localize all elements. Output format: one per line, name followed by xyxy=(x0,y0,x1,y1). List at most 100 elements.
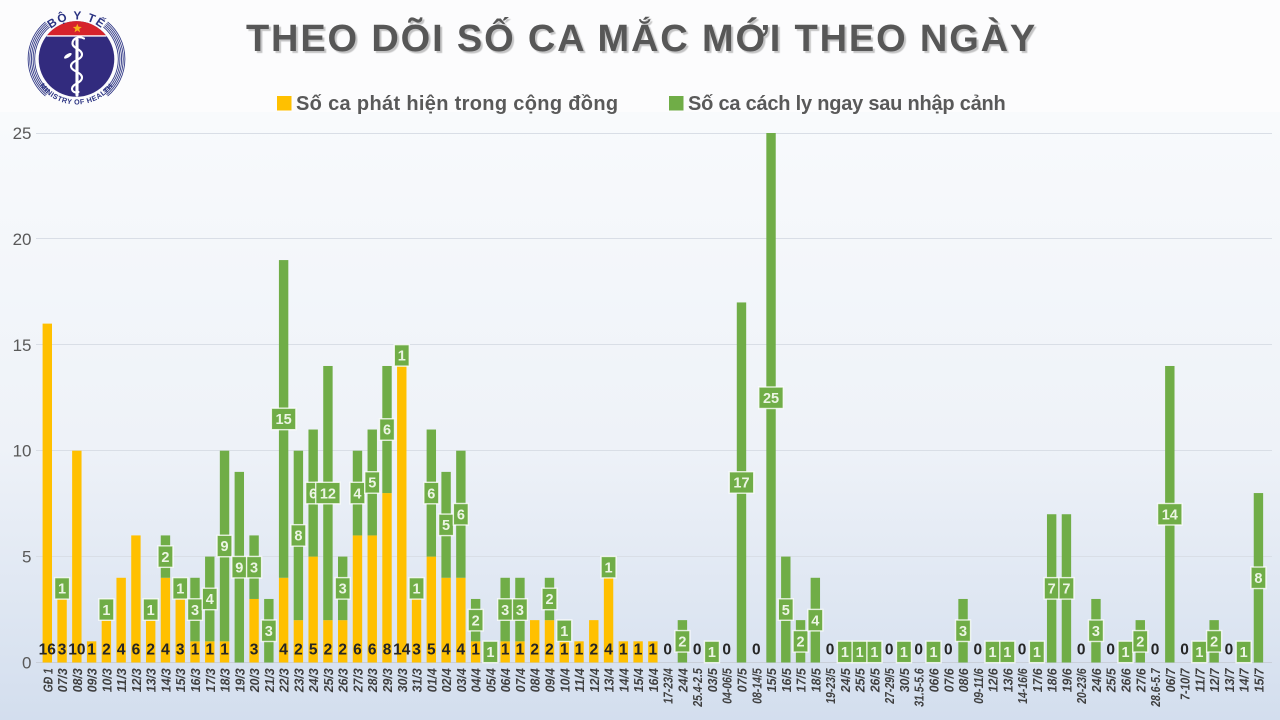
svg-text:31/3: 31/3 xyxy=(410,667,425,693)
svg-text:25/5: 25/5 xyxy=(1104,667,1119,693)
svg-text:3: 3 xyxy=(959,624,967,640)
svg-text:3: 3 xyxy=(501,603,509,619)
svg-text:31.5-5.6: 31.5-5.6 xyxy=(912,667,927,708)
svg-text:01/4: 01/4 xyxy=(424,666,439,693)
svg-text:20: 20 xyxy=(13,230,32,249)
svg-text:3: 3 xyxy=(58,642,67,659)
svg-text:07/5: 07/5 xyxy=(735,667,750,693)
svg-text:03/5: 03/5 xyxy=(705,667,720,693)
svg-text:28.6-5.7: 28.6-5.7 xyxy=(1148,667,1163,708)
svg-text:07/6: 07/6 xyxy=(941,667,956,693)
svg-text:24/4: 24/4 xyxy=(675,666,690,693)
svg-text:15/5: 15/5 xyxy=(764,667,779,693)
svg-text:15/7: 15/7 xyxy=(1251,667,1266,693)
svg-text:10/4: 10/4 xyxy=(557,666,572,693)
svg-text:6: 6 xyxy=(383,423,391,439)
svg-text:1: 1 xyxy=(1240,645,1248,661)
svg-text:2: 2 xyxy=(797,635,805,651)
svg-text:19/3: 19/3 xyxy=(232,667,247,693)
svg-text:3: 3 xyxy=(1092,624,1100,640)
svg-text:28/3: 28/3 xyxy=(365,667,380,693)
svg-text:09/4: 09/4 xyxy=(543,666,558,693)
svg-text:2: 2 xyxy=(678,635,686,651)
svg-text:08/4: 08/4 xyxy=(528,666,543,693)
svg-text:16/5: 16/5 xyxy=(779,667,794,693)
svg-text:14/3: 14/3 xyxy=(159,667,174,693)
svg-text:25/5: 25/5 xyxy=(853,667,868,693)
svg-text:4: 4 xyxy=(604,642,613,659)
svg-text:5: 5 xyxy=(782,603,790,619)
svg-text:15: 15 xyxy=(276,412,292,428)
svg-text:3: 3 xyxy=(250,642,259,659)
svg-text:8: 8 xyxy=(294,529,302,545)
svg-text:21/3: 21/3 xyxy=(262,667,277,693)
svg-text:1: 1 xyxy=(471,642,480,659)
svg-text:13/3: 13/3 xyxy=(144,667,159,693)
svg-text:0: 0 xyxy=(722,642,731,659)
svg-text:1: 1 xyxy=(841,645,849,661)
svg-text:6: 6 xyxy=(427,486,435,502)
svg-text:0: 0 xyxy=(973,642,982,659)
svg-text:2: 2 xyxy=(530,642,539,659)
svg-text:18/6: 18/6 xyxy=(1045,667,1060,693)
svg-text:12: 12 xyxy=(320,486,336,502)
svg-text:1: 1 xyxy=(413,582,421,598)
svg-text:24/3: 24/3 xyxy=(306,667,321,693)
svg-text:1: 1 xyxy=(605,560,613,576)
svg-text:4: 4 xyxy=(161,642,170,659)
svg-text:9: 9 xyxy=(235,560,243,576)
svg-text:1: 1 xyxy=(560,642,569,659)
svg-text:07/4: 07/4 xyxy=(513,666,528,693)
svg-text:12/4: 12/4 xyxy=(587,666,602,693)
svg-text:1: 1 xyxy=(516,642,525,659)
svg-text:15/3: 15/3 xyxy=(173,667,188,693)
svg-text:5: 5 xyxy=(442,518,450,534)
svg-text:27-29/5: 27-29/5 xyxy=(882,667,897,705)
svg-text:3: 3 xyxy=(516,603,524,619)
svg-text:13/6: 13/6 xyxy=(1000,667,1015,693)
svg-text:2: 2 xyxy=(1136,635,1144,651)
svg-text:Số ca phát hiện trong cộng đồn: Số ca phát hiện trong cộng đồng xyxy=(296,93,618,115)
svg-text:12/7: 12/7 xyxy=(1207,667,1222,693)
svg-text:09-11/6: 09-11/6 xyxy=(971,667,986,705)
svg-text:30/3: 30/3 xyxy=(395,667,410,693)
svg-text:22/3: 22/3 xyxy=(277,667,292,693)
svg-text:1: 1 xyxy=(649,642,658,659)
svg-text:4: 4 xyxy=(279,642,288,659)
svg-text:2: 2 xyxy=(324,642,333,659)
svg-text:0: 0 xyxy=(752,642,761,659)
svg-text:GĐ 1: GĐ 1 xyxy=(40,667,55,693)
svg-text:0: 0 xyxy=(1225,642,1234,659)
svg-text:12/3: 12/3 xyxy=(129,667,144,693)
svg-text:08/6: 08/6 xyxy=(956,667,971,693)
svg-text:17-23/4: 17-23/4 xyxy=(661,667,676,705)
svg-text:2: 2 xyxy=(589,642,598,659)
svg-text:1: 1 xyxy=(634,642,643,659)
svg-text:4: 4 xyxy=(442,642,451,659)
svg-text:5: 5 xyxy=(368,476,376,492)
svg-text:11/7: 11/7 xyxy=(1192,667,1207,693)
svg-text:1: 1 xyxy=(870,645,878,661)
svg-text:08/3: 08/3 xyxy=(70,667,85,693)
svg-text:0: 0 xyxy=(826,642,835,659)
svg-text:1: 1 xyxy=(856,645,864,661)
svg-text:3: 3 xyxy=(339,582,347,598)
svg-text:1: 1 xyxy=(619,642,628,659)
svg-text:14/4: 14/4 xyxy=(616,666,631,693)
svg-text:1: 1 xyxy=(1003,645,1011,661)
svg-text:0: 0 xyxy=(22,654,31,673)
svg-text:1: 1 xyxy=(575,642,584,659)
svg-text:7: 7 xyxy=(1062,582,1070,598)
svg-text:1: 1 xyxy=(486,645,494,661)
svg-text:8: 8 xyxy=(1254,571,1262,587)
svg-text:8: 8 xyxy=(383,642,392,659)
svg-text:10: 10 xyxy=(13,442,32,461)
svg-text:4: 4 xyxy=(457,642,466,659)
svg-text:4: 4 xyxy=(811,613,819,629)
svg-text:12/6: 12/6 xyxy=(986,667,1001,693)
svg-text:2: 2 xyxy=(1210,635,1218,651)
svg-text:3: 3 xyxy=(412,642,421,659)
svg-text:1: 1 xyxy=(58,582,66,598)
svg-text:2: 2 xyxy=(294,642,303,659)
svg-text:30/5: 30/5 xyxy=(897,667,912,693)
